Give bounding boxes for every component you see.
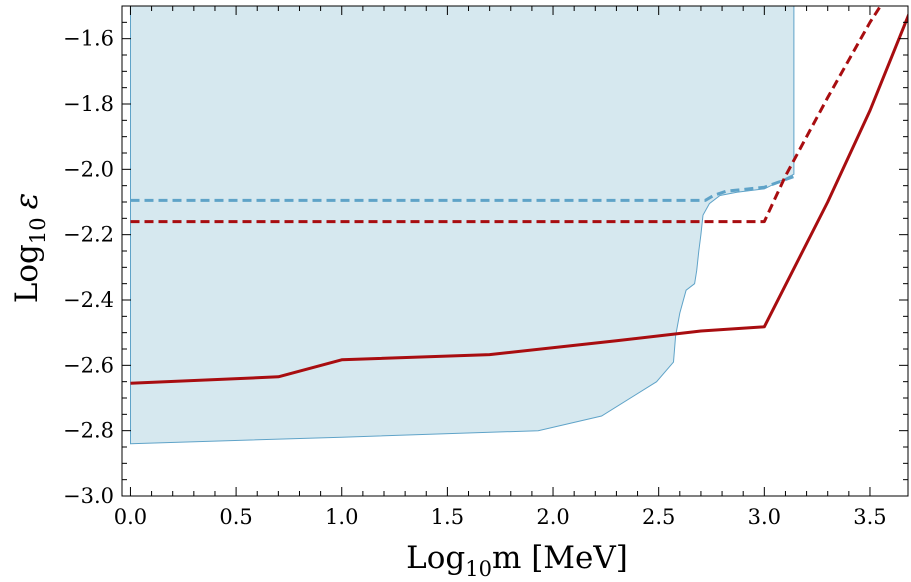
y-tick-label: −2.4 bbox=[63, 288, 114, 312]
x-tick-label: 3.0 bbox=[748, 505, 781, 529]
x-tick-label: 1.5 bbox=[431, 505, 464, 529]
series-layer bbox=[130, 6, 908, 445]
x-tick-label: 2.0 bbox=[536, 505, 569, 529]
x-tick-label: 1.0 bbox=[325, 505, 358, 529]
x-axis-title-rest: m [MeV] bbox=[492, 540, 628, 576]
blue-dashed-curve bbox=[130, 175, 795, 202]
x-axis-title-main: Log bbox=[406, 540, 465, 576]
y-tick-label: −2.6 bbox=[63, 353, 114, 377]
tick-layer: 0.0 0.5 1.0 1.5 2.0 2.5 3.0 3.5 −3.0 −2.8 −2.6 −2.4… bbox=[63, 6, 908, 529]
x-tick-label: 0.5 bbox=[219, 505, 252, 529]
x-axis-title-subscript: 10 bbox=[465, 557, 492, 581]
y-tick-label: −3.0 bbox=[63, 484, 114, 508]
y-axis-title-main: Log bbox=[9, 244, 45, 303]
y-tick-label: −2.8 bbox=[63, 419, 114, 443]
x-axis-title: Log10m [MeV] bbox=[406, 540, 628, 581]
x-tick-label: 2.5 bbox=[642, 505, 675, 529]
x-tick-label: 3.5 bbox=[853, 505, 886, 529]
y-tick-label: −2.0 bbox=[63, 157, 114, 181]
y-axis-title-rest: ε bbox=[9, 193, 45, 210]
y-axis-title-subscript: 10 bbox=[26, 217, 50, 244]
x-tick-label: 0.0 bbox=[114, 505, 147, 529]
y-tick-label: −2.2 bbox=[63, 223, 114, 247]
red-dashed-curve bbox=[130, 6, 882, 224]
red-solid-curve bbox=[130, 12, 908, 385]
y-axis-title: Log10 ε bbox=[9, 193, 50, 303]
y-tick-label: −1.8 bbox=[63, 92, 114, 116]
y-tick-label: −1.6 bbox=[63, 27, 114, 51]
